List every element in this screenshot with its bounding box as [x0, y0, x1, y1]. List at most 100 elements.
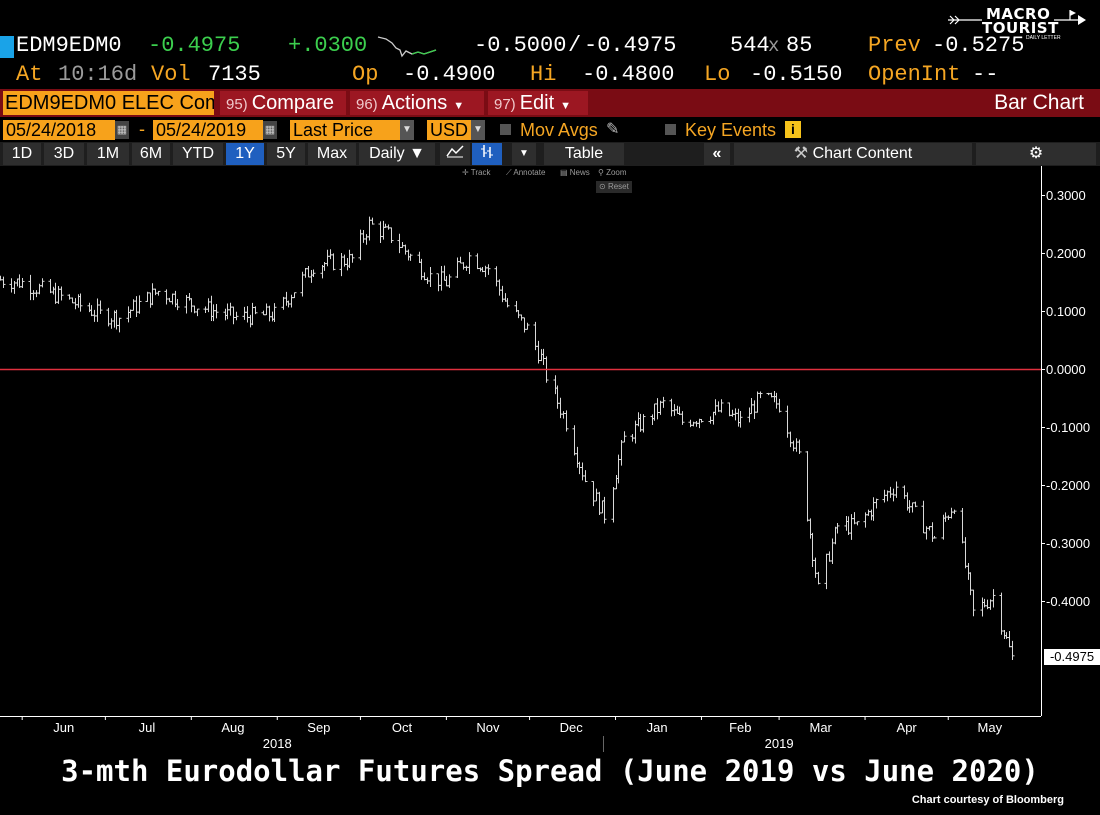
x-tick-label: Sep [307, 720, 331, 735]
chevron-down-icon[interactable]: ▼ [400, 120, 414, 140]
price-bar [386, 224, 391, 230]
range-1d[interactable]: 1D [3, 143, 41, 165]
key-events-label[interactable]: Key Events [685, 120, 777, 140]
range-1m[interactable]: 1M [87, 143, 129, 165]
price-bar [189, 298, 194, 313]
end-date-field[interactable]: 05/24/2019 [153, 120, 263, 140]
price-bar [813, 557, 818, 578]
price-bar [475, 253, 480, 270]
start-date-field[interactable]: 05/24/2018 [3, 120, 115, 140]
calendar-icon[interactable]: ▦ [263, 121, 277, 139]
edit-label: Edit [519, 92, 555, 114]
bid-ask-separator: / [568, 33, 582, 58]
price-field-select[interactable]: Last Price [290, 120, 400, 140]
price-bar [417, 251, 422, 263]
price-bar [827, 551, 832, 562]
price-bar [403, 244, 408, 255]
price-bar [805, 451, 810, 522]
compare-button[interactable]: 95) Compare [220, 91, 346, 115]
edit-button[interactable]: 97) Edit ▼ [488, 91, 588, 115]
price-bar [1002, 629, 1007, 640]
mov-avgs-label[interactable]: Mov Avgs [520, 120, 598, 140]
periodicity-select[interactable]: Daily ▼ [359, 143, 435, 165]
price-bar [170, 293, 175, 305]
price-bar [28, 274, 33, 301]
gear-icon[interactable]: ⚙ [976, 143, 1096, 165]
ticker-symbol[interactable]: EDM9EDM0 [16, 33, 122, 58]
price-bar [284, 291, 289, 306]
price-bar [661, 396, 666, 408]
security-field[interactable]: EDM9EDM0 ELEC Com [3, 91, 214, 115]
currency-select[interactable]: USD [427, 120, 471, 140]
range-ytd[interactable]: YTD [173, 143, 223, 165]
price-bar [500, 285, 505, 303]
range-5y[interactable]: 5Y [267, 143, 305, 165]
pencil-icon[interactable]: ✎ [606, 121, 620, 138]
price-bar [846, 516, 851, 536]
price-bar [455, 257, 460, 278]
price-bar [968, 572, 973, 596]
x-tick-label: Feb [729, 720, 752, 735]
news-label: News [569, 168, 590, 177]
price-bar [810, 532, 815, 568]
price-bar [910, 502, 915, 513]
price-bar [591, 481, 596, 507]
price-bar [960, 508, 965, 544]
price-bar [272, 303, 277, 323]
price-bar [9, 278, 14, 293]
zoom-tool[interactable]: ⚲ Zoom [598, 168, 627, 177]
table-button[interactable]: Table [544, 143, 624, 165]
price-bar [711, 411, 716, 425]
price-bar [952, 509, 957, 514]
price-bar [300, 271, 305, 297]
bar-chart-icon[interactable] [472, 143, 502, 165]
price-bar [408, 253, 413, 261]
price-bar [675, 405, 680, 414]
price-bar [641, 414, 646, 433]
range-3d[interactable]: 3D [44, 143, 84, 165]
range-max[interactable]: Max [308, 143, 356, 165]
price-bar [225, 303, 230, 320]
price-bar [516, 310, 521, 319]
price-bar [361, 229, 366, 243]
price-bar [594, 488, 599, 502]
price-bar [797, 439, 802, 454]
mov-avgs-checkbox[interactable] [500, 124, 511, 135]
chart-content-button[interactable]: ⚒ Chart Content [734, 143, 972, 165]
source-credit: Chart courtesy of Bloomberg [911, 794, 1064, 806]
range-1y[interactable]: 1Y [226, 143, 264, 165]
price-bar [849, 514, 854, 540]
line-chart-icon[interactable] [440, 143, 470, 165]
price-bar [688, 419, 693, 428]
info-icon[interactable]: i [785, 121, 801, 138]
collapse-icon[interactable]: « [704, 143, 730, 165]
annotate-tool[interactable]: ⟋ Annotate [506, 168, 546, 177]
price-bar [306, 265, 311, 278]
price-bar [164, 289, 169, 305]
price-bar [281, 296, 286, 310]
reset-tool[interactable]: ⊙ Reset [596, 181, 632, 193]
price-bar [835, 523, 840, 534]
calendar-icon[interactable]: ▦ [115, 121, 129, 139]
ask-price: -0.4975 [584, 33, 677, 58]
price-bar [583, 470, 588, 483]
price-bar [126, 306, 131, 323]
chart-caption-title: 3-mth Eurodollar Futures Spread (June 20… [61, 754, 1039, 788]
x-tick-label: Nov [476, 720, 500, 735]
chart-style-dropdown-icon[interactable]: ▼ [512, 143, 536, 165]
range-6m[interactable]: 6M [132, 143, 170, 165]
chevron-down-icon[interactable]: ▼ [471, 120, 485, 140]
price-bar [1007, 630, 1012, 648]
actions-button[interactable]: 96) Actions ▼ [350, 91, 484, 115]
price-bar [794, 438, 799, 452]
key-events-checkbox[interactable] [665, 124, 676, 135]
price-bar [497, 279, 502, 296]
macro-tourist-logo: MACRO TOURIST DAILY LETTER [946, 2, 1092, 42]
price-bar [339, 252, 344, 277]
news-tool[interactable]: ▤ News [560, 168, 590, 177]
track-tool[interactable]: ✛ Track [462, 168, 491, 177]
prev-label: Prev [868, 33, 921, 58]
price-bar [733, 408, 738, 421]
zoom-label: Zoom [606, 168, 627, 177]
